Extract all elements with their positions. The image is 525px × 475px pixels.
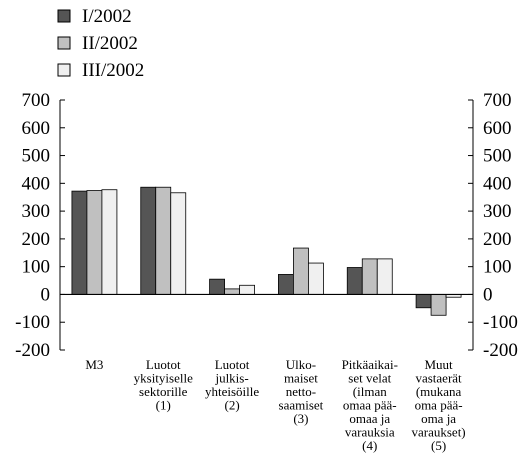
category-labels: M3 Luototyksityisellesektorille(1)Luototj…	[85, 357, 465, 453]
legend-swatch	[58, 10, 70, 22]
bar-3-cat-2	[171, 193, 186, 295]
y-tick-label-right: 500	[483, 146, 512, 167]
legend-swatch	[58, 37, 70, 49]
category-label: (5)	[431, 438, 446, 453]
y-tick-label-left: 600	[22, 118, 51, 139]
bar-3-cat-3	[240, 285, 255, 294]
bar-1-cat-6	[416, 294, 431, 307]
y-tick-label-left: 0	[41, 284, 51, 305]
bar-1-cat-5	[347, 268, 362, 295]
bar-3-cat-5	[377, 259, 392, 295]
y-tick-label-left: 300	[22, 201, 51, 222]
y-tick-label-right: 600	[483, 118, 512, 139]
y-tick-label-left: 500	[22, 146, 51, 167]
legend-label: I/2002	[82, 6, 132, 27]
bars	[72, 187, 461, 315]
category-label: (4)	[362, 438, 377, 453]
y-tick-label-left: 100	[22, 257, 51, 278]
bar-1-cat-4	[278, 274, 293, 294]
legend-label: III/2002	[82, 60, 144, 81]
category-label: (2)	[224, 398, 239, 413]
legend-swatch	[58, 64, 70, 76]
y-tick-label-right: 300	[483, 201, 512, 222]
bar-1-cat-3	[210, 279, 225, 294]
bar-3-cat-4	[308, 263, 323, 294]
bar-2-cat-3	[225, 289, 240, 295]
y-tick-label-right: 100	[483, 257, 512, 278]
y-tick-label-left: -200	[15, 340, 50, 361]
bar-2-cat-1	[87, 191, 102, 295]
y-tick-label-left: 200	[22, 229, 51, 250]
bar-1-cat-2	[141, 187, 156, 294]
y-tick-label-right: 700	[483, 90, 512, 111]
bar-2-cat-6	[431, 294, 446, 315]
y-tick-label-right: 200	[483, 229, 512, 250]
category-label: (1)	[156, 398, 171, 413]
bar-2-cat-5	[362, 259, 377, 295]
category-label: (3)	[293, 411, 308, 426]
y-tick-label-right: -100	[483, 312, 518, 333]
y-axis-left: -200 -100 0 100 200 300 400 500 600 700	[15, 90, 65, 361]
bar-2-cat-4	[293, 248, 308, 294]
y-tick-label-right: -200	[483, 340, 518, 361]
y-tick-label-right: 400	[483, 173, 512, 194]
bar-2-cat-2	[156, 187, 171, 294]
category-label: M3	[85, 357, 103, 372]
y-tick-label-left: 700	[22, 90, 51, 111]
bar-1-cat-1	[72, 191, 87, 294]
y-axis-right: -200 -100 0 100 200 300 400 500 600 700	[468, 90, 518, 361]
y-tick-label-right: 0	[483, 284, 493, 305]
legend: I/2002 II/2002 III/2002	[58, 6, 144, 81]
y-tick-label-left: -100	[15, 312, 50, 333]
y-tick-label-left: 400	[22, 173, 51, 194]
legend-label: II/2002	[82, 33, 138, 54]
bar-3-cat-1	[102, 190, 117, 295]
